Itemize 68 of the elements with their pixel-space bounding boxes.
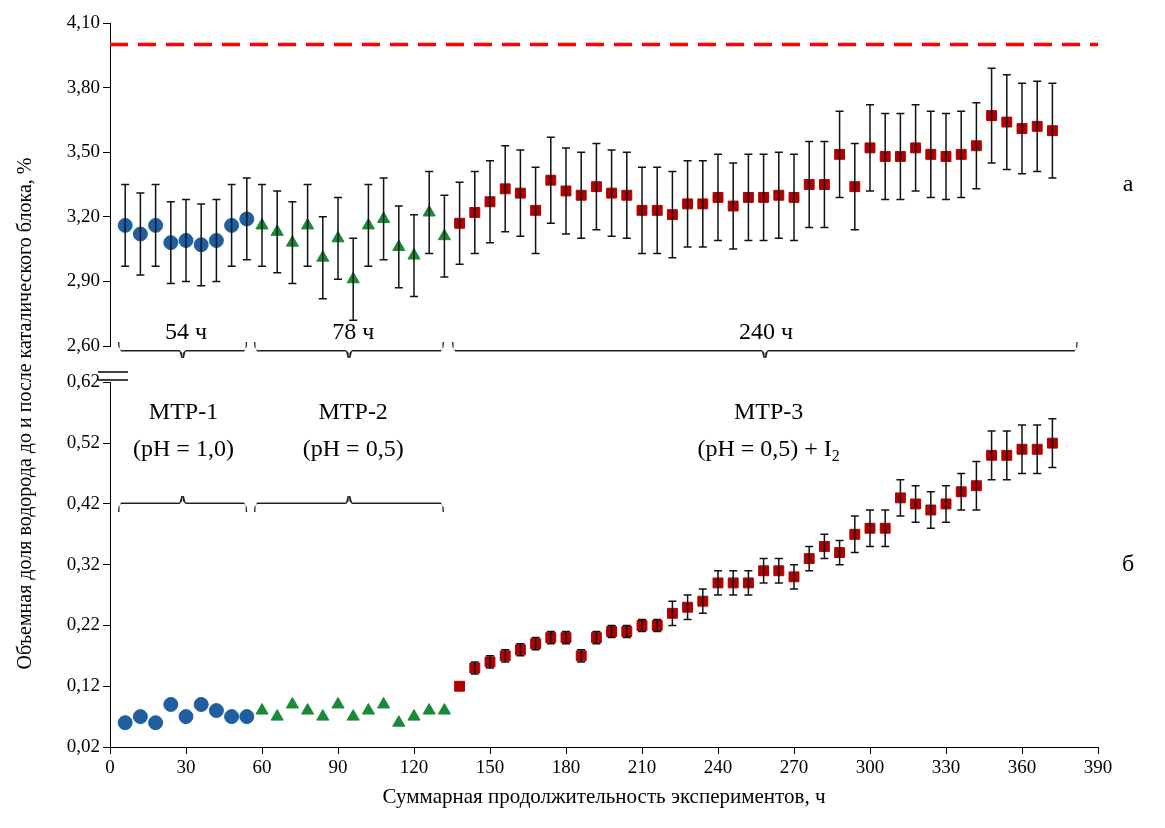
- point: [270, 709, 284, 721]
- x-tick-label: 300: [855, 756, 885, 778]
- point: [316, 709, 330, 721]
- y-tick-label: 0,12: [66, 674, 100, 696]
- x-tick-label: 180: [551, 756, 581, 778]
- annotation: МТР-1: [148, 398, 219, 425]
- annotation: (pH = 1,0): [133, 434, 234, 461]
- point: [132, 226, 148, 242]
- y-tick-label: 0,42: [66, 491, 100, 513]
- point: [285, 696, 299, 709]
- point: [117, 715, 133, 731]
- x-tick-label: 270: [779, 756, 809, 778]
- point: [178, 709, 194, 725]
- annotation: (pH = 0,5): [302, 434, 404, 461]
- x-tick-label: 30: [176, 756, 196, 778]
- y-tick-label: 0,52: [66, 431, 100, 453]
- x-tick-label: 390: [1083, 756, 1113, 778]
- point: [437, 703, 451, 715]
- point: [208, 232, 224, 248]
- point: [148, 217, 164, 233]
- y-tick-label: 3,50: [66, 140, 100, 162]
- point: [454, 680, 466, 692]
- point: [163, 696, 179, 712]
- point: [377, 696, 391, 709]
- x-tick-label: 210: [627, 756, 657, 778]
- point: [132, 709, 148, 725]
- text: б: [1121, 550, 1135, 576]
- point: [255, 703, 269, 715]
- y-tick-label: 0,22: [66, 613, 100, 635]
- point: [1046, 125, 1058, 137]
- point: [407, 709, 421, 721]
- annotation: МТР-2: [318, 398, 388, 425]
- annotation: МТР-3: [734, 398, 804, 425]
- y-tick-label: 0,02: [66, 734, 100, 756]
- annotation: 54 ч: [164, 318, 208, 345]
- text: а: [1122, 169, 1134, 196]
- x-tick-label: 150: [475, 756, 505, 778]
- point: [208, 703, 224, 719]
- x-tick-label: 60: [252, 756, 272, 778]
- point: [361, 703, 375, 715]
- point: [148, 715, 164, 731]
- y-tick-label: 4,10: [66, 10, 100, 32]
- x-tick-label: 0: [105, 756, 115, 778]
- y-tick-label: 3,20: [66, 204, 100, 226]
- y-tick-label: 0,62: [66, 370, 100, 392]
- point: [392, 715, 406, 727]
- x-tick-label: 240: [703, 756, 733, 778]
- x-axis-title: Суммарная продолжительность экспериментов, ч: [382, 783, 826, 808]
- annotation: 78 ч: [332, 318, 375, 345]
- point: [422, 703, 436, 715]
- point: [301, 703, 315, 715]
- point: [193, 696, 209, 712]
- y-tick-label: 0,32: [66, 552, 100, 574]
- point: [1046, 437, 1058, 449]
- x-tick-label: 360: [1007, 756, 1037, 778]
- x-tick-label: 120: [399, 756, 429, 778]
- annotation: 240 ч: [739, 318, 794, 345]
- point: [224, 709, 240, 725]
- y-axis-title: Объемная доля водорода до и после каталического блока, %: [13, 157, 37, 669]
- point: [346, 709, 360, 721]
- y-tick-label: 2,90: [66, 269, 100, 291]
- x-tick-label: 90: [328, 756, 348, 778]
- point: [331, 696, 345, 709]
- x-tick-label: 330: [931, 756, 961, 778]
- y-tick-label: 3,80: [66, 75, 100, 97]
- point: [224, 217, 240, 233]
- y-tick-label: 2,60: [66, 333, 100, 355]
- point: [239, 709, 255, 725]
